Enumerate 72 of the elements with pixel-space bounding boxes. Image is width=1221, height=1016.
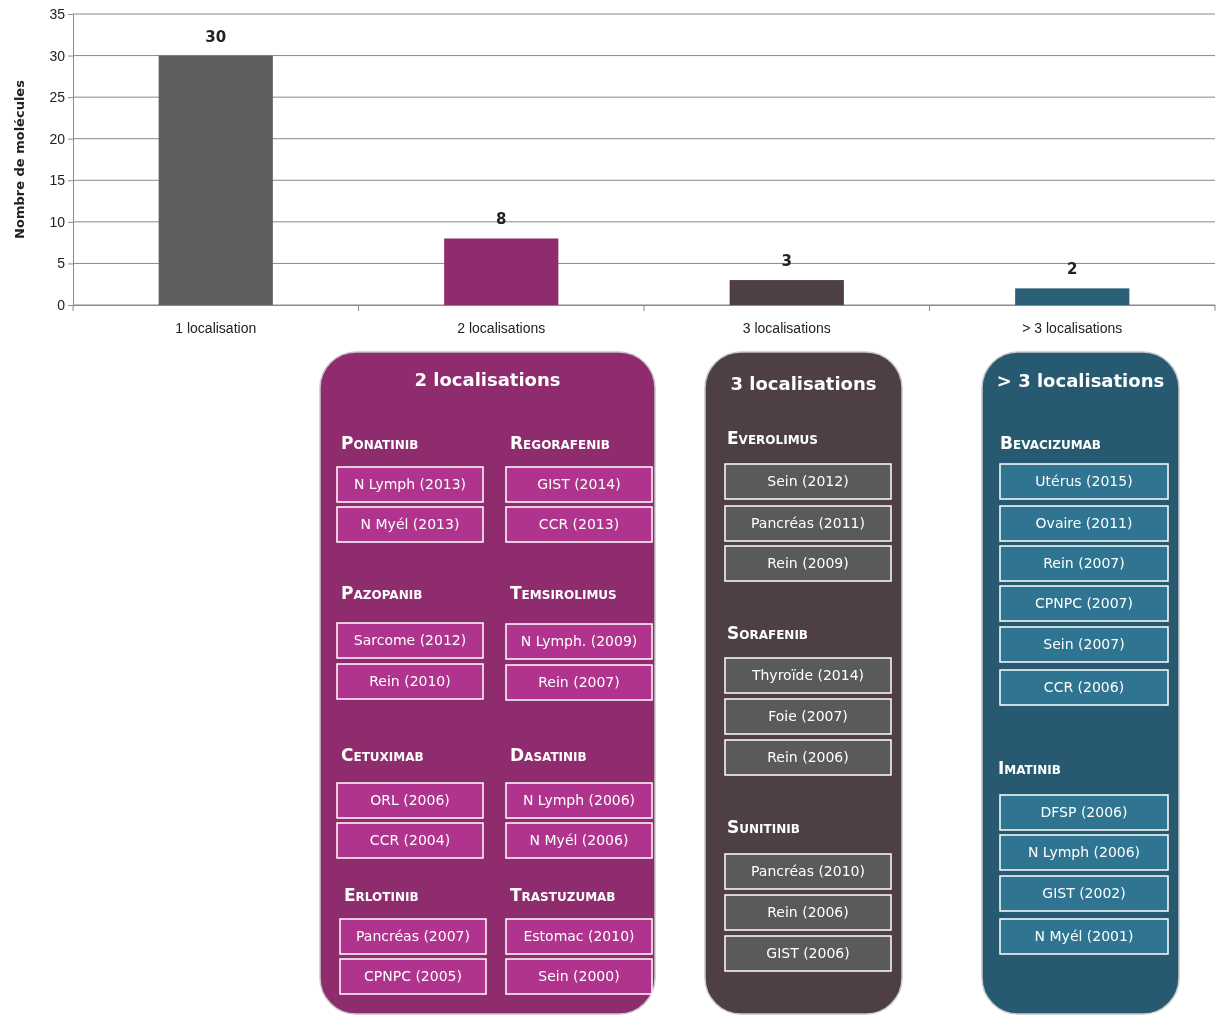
bar bbox=[729, 280, 844, 305]
text: ORL (2006) bbox=[370, 792, 450, 808]
x-tick-label: 2 localisations bbox=[457, 319, 546, 336]
y-tick-label: 20 bbox=[49, 130, 66, 147]
text: Sein (2007) bbox=[1043, 636, 1125, 652]
text: N Myél (2006) bbox=[529, 832, 629, 848]
text: Pancréas (2011) bbox=[751, 515, 865, 531]
data-label: 8 bbox=[496, 210, 507, 229]
text: Rein (2007) bbox=[1043, 555, 1125, 571]
y-tick-label: 25 bbox=[49, 89, 66, 106]
y-tick-label: 5 bbox=[57, 255, 66, 272]
text: Rein (2007) bbox=[538, 674, 620, 690]
x-tick-label: > 3 localisations bbox=[1022, 319, 1123, 336]
y-tick-label: 0 bbox=[57, 296, 66, 313]
category-label: Sunitinib bbox=[727, 817, 800, 837]
text: > 3 localisations bbox=[996, 370, 1165, 391]
category-label: Regorafenib bbox=[510, 433, 610, 453]
category-label: Ponatinib bbox=[341, 433, 419, 453]
text: GIST (2014) bbox=[537, 476, 621, 492]
category-label: Everolimus bbox=[727, 428, 818, 448]
text: GIST (2006) bbox=[766, 945, 850, 961]
text: Pancréas (2010) bbox=[751, 863, 865, 879]
category-label: Sorafenib bbox=[727, 623, 809, 643]
text: N Lymph. (2009) bbox=[520, 633, 638, 649]
bar bbox=[1015, 288, 1130, 305]
data-label: 3 bbox=[781, 252, 792, 271]
data-label: 2 bbox=[1067, 260, 1078, 279]
text: Foie (2007) bbox=[768, 708, 848, 724]
category-label: Imatinib bbox=[998, 758, 1061, 778]
text: Rein (2009) bbox=[767, 555, 849, 571]
text: N Myél (2001) bbox=[1034, 928, 1134, 944]
category-label: Pazopanib bbox=[341, 583, 423, 603]
y-tick-label: 30 bbox=[49, 47, 66, 64]
text: Utérus (2015) bbox=[1035, 473, 1133, 489]
text: CPNPC (2005) bbox=[364, 968, 462, 984]
text: Sein (2012) bbox=[767, 473, 849, 489]
category-label: Erlotinib bbox=[344, 885, 419, 905]
category-label: Temsirolimus bbox=[510, 583, 617, 603]
text: Sarcome (2012) bbox=[353, 632, 467, 648]
text: Rein (2006) bbox=[767, 749, 849, 765]
text: 3 localisations bbox=[730, 373, 877, 394]
text: Estomac (2010) bbox=[523, 928, 635, 944]
y-tick-label: 10 bbox=[49, 213, 66, 230]
text: GIST (2002) bbox=[1042, 885, 1126, 901]
text: 2 localisations bbox=[414, 369, 561, 390]
text: Pancréas (2007) bbox=[356, 928, 470, 944]
category-label: Trastuzumab bbox=[510, 885, 616, 905]
text: Sein (2000) bbox=[538, 968, 620, 984]
category-label: Cetuximab bbox=[341, 745, 424, 765]
text: Thyroïde (2014) bbox=[750, 667, 865, 683]
bar bbox=[158, 55, 273, 305]
text: Rein (2010) bbox=[369, 673, 451, 689]
bar bbox=[444, 238, 559, 305]
text: N Lymph (2006) bbox=[1027, 844, 1141, 860]
y-axis-title: Nombre de molécules bbox=[12, 79, 27, 239]
text: N Lymph (2013) bbox=[353, 476, 467, 492]
category-label: Bevacizumab bbox=[1000, 433, 1102, 453]
text: CCR (2006) bbox=[1043, 679, 1125, 695]
x-tick-label: 3 localisations bbox=[742, 319, 831, 336]
y-tick-label: 15 bbox=[49, 172, 66, 189]
text: N Myél (2013) bbox=[360, 516, 460, 532]
text: CCR (2013) bbox=[538, 516, 620, 532]
text: CCR (2004) bbox=[369, 832, 451, 848]
x-tick-label: 1 localisation bbox=[175, 319, 257, 336]
text: Ovaire (2011) bbox=[1035, 515, 1133, 531]
text: N Lymph (2006) bbox=[522, 792, 636, 808]
text: CPNPC (2007) bbox=[1035, 595, 1133, 611]
category-label: Dasatinib bbox=[510, 745, 587, 765]
data-label: 30 bbox=[205, 27, 227, 46]
y-tick-label: 35 bbox=[49, 5, 66, 22]
text: Rein (2006) bbox=[767, 904, 849, 920]
text: DFSP (2006) bbox=[1040, 804, 1128, 820]
